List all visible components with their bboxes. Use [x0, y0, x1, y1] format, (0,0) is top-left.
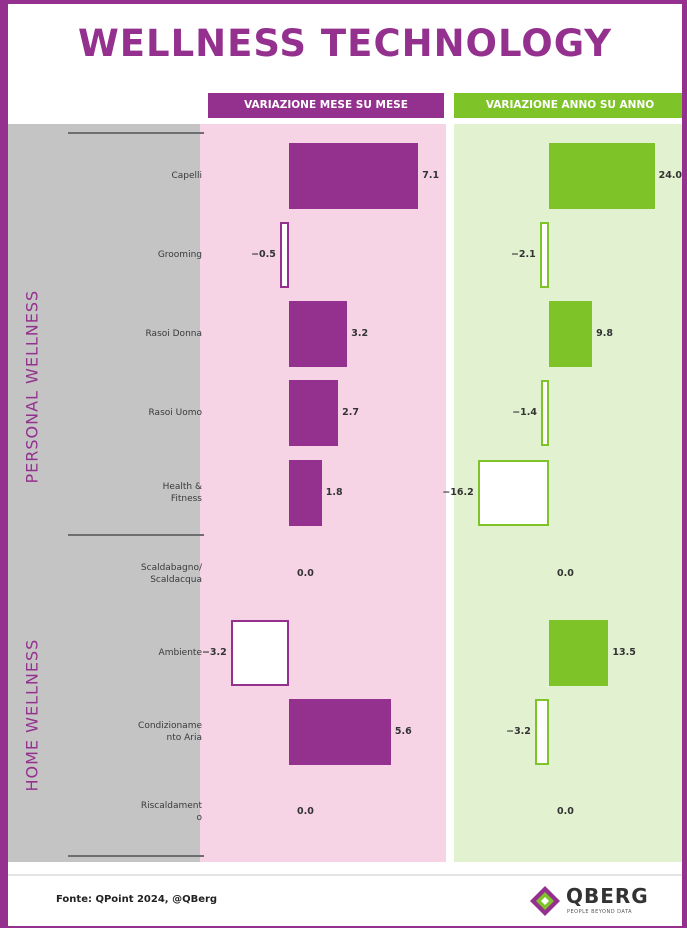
value-label: 2.7 — [342, 407, 359, 418]
category-label-line: Capelli — [171, 171, 202, 181]
category-label-line: Ambiente — [158, 648, 202, 658]
value-label: 0.0 — [557, 568, 574, 579]
value-label: 1.8 — [325, 487, 343, 498]
mom-column-header: VARIAZIONE MESE SU MESE — [208, 93, 444, 118]
value-label: 5.6 — [394, 726, 412, 737]
bar — [539, 222, 549, 288]
bar — [477, 460, 549, 526]
category-label-line: o — [196, 813, 202, 823]
category-label-line: Health & — [162, 482, 202, 492]
value-label: −3.2 — [201, 647, 227, 658]
category-label-line: Fitness — [170, 494, 202, 504]
value-label: 13.5 — [612, 647, 636, 658]
value-label: −3.2 — [506, 726, 531, 737]
value-label: 9.8 — [596, 328, 613, 339]
source-note: Fonte: QPoint 2024, @QBerg — [56, 894, 218, 905]
yoy-column-header: VARIAZIONE ANNO SU ANNO — [454, 93, 682, 118]
group-separator — [68, 534, 204, 536]
category-panel — [8, 124, 200, 862]
value-label: 0.0 — [297, 806, 314, 817]
value-label: −0.5 — [251, 249, 276, 260]
category-label: Ambiente — [62, 647, 202, 659]
category-label: Rasoi Donna — [62, 328, 203, 340]
category-label-line: Scaldacqua — [150, 575, 202, 585]
category-label-line: Grooming — [157, 250, 202, 260]
bar — [541, 380, 549, 446]
category-label: Grooming — [62, 249, 202, 261]
value-label: 3.2 — [351, 328, 369, 339]
bar — [289, 301, 348, 367]
category-label-line: Riscaldament — [140, 801, 202, 811]
group-separator — [68, 855, 204, 857]
category-label-line: Rasoi Donna — [145, 329, 203, 339]
value-label: 24.0 — [658, 170, 683, 181]
qberg-logo: QBERG PEOPLE BEYOND DATA — [526, 880, 676, 924]
category-label: Health & Fitness — [62, 481, 202, 505]
bar — [549, 620, 609, 686]
category-label: Capelli — [62, 170, 202, 182]
chart-title: WELLNESS TECHNOLOGY — [77, 22, 613, 65]
value-label: −2.1 — [510, 249, 536, 260]
value-label: −1.4 — [512, 407, 537, 418]
category-label-line: nto Aria — [166, 733, 202, 743]
category-label-line: Scaldabagno/ — [140, 563, 202, 573]
group-label-personal-wellness: PERSONAL WELLNESS — [22, 289, 42, 484]
value-label: 0.0 — [297, 568, 314, 579]
footer-divider — [8, 874, 682, 876]
bar — [549, 301, 593, 367]
category-label: Scaldabagno/Scaldacqua — [62, 562, 202, 586]
value-label: 7.1 — [422, 170, 440, 181]
bar — [289, 460, 322, 526]
category-label: Condizioname nto Aria — [62, 720, 202, 744]
logo-tagline: PEOPLE BEYOND DATA — [567, 909, 633, 915]
bar — [549, 143, 655, 209]
value-label: 0.0 — [557, 806, 574, 817]
category-label: Riscaldament o — [62, 800, 202, 824]
bar — [289, 699, 391, 765]
bar — [289, 380, 339, 446]
logo-name: QBERG — [566, 884, 649, 908]
bar — [534, 699, 549, 765]
category-label-line: Rasoi Uomo — [148, 408, 203, 418]
bar — [230, 620, 289, 686]
category-label: Rasoi Uomo — [62, 407, 203, 419]
bar — [289, 143, 419, 209]
qberg-logo-mark — [530, 886, 560, 916]
group-label-home-wellness: HOME WELLNESS — [22, 638, 42, 792]
value-label: −16.2 — [442, 487, 474, 498]
category-label-line: Condizioname — [138, 721, 202, 731]
bar — [279, 222, 289, 288]
group-separator — [68, 132, 204, 134]
